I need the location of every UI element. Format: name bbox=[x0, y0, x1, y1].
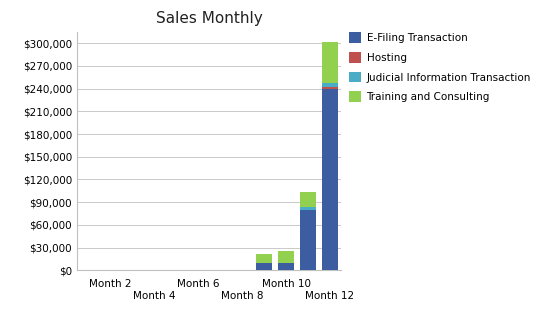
Text: Month 4: Month 4 bbox=[133, 291, 175, 301]
Bar bbox=[300, 192, 316, 207]
Bar bbox=[256, 254, 272, 263]
Bar bbox=[256, 263, 272, 270]
Text: Month 12: Month 12 bbox=[305, 291, 355, 301]
Text: Month 6: Month 6 bbox=[177, 279, 219, 289]
Bar bbox=[322, 89, 338, 270]
Bar bbox=[300, 210, 316, 270]
Text: Month 2: Month 2 bbox=[89, 279, 131, 289]
Legend: E-Filing Transaction, Hosting, Judicial Information Transaction, Training and Co: E-Filing Transaction, Hosting, Judicial … bbox=[349, 32, 531, 102]
Title: Sales Monthly: Sales Monthly bbox=[156, 11, 262, 26]
Bar bbox=[278, 251, 294, 263]
Bar bbox=[278, 263, 294, 270]
Bar bbox=[322, 83, 338, 87]
Text: Month 8: Month 8 bbox=[221, 291, 263, 301]
Bar bbox=[322, 42, 338, 83]
Bar bbox=[322, 87, 338, 89]
Text: Month 10: Month 10 bbox=[261, 279, 311, 289]
Bar bbox=[300, 207, 316, 210]
